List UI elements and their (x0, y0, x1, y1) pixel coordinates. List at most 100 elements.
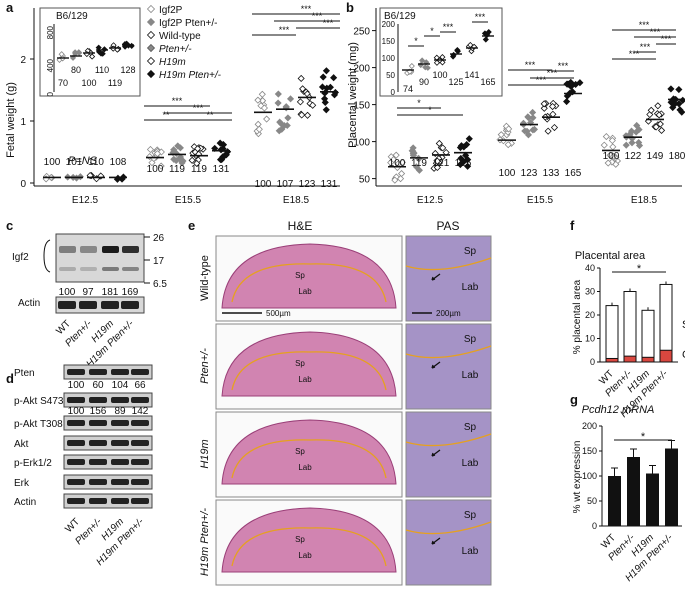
b-sig-stars: *** (650, 27, 661, 37)
b-point (540, 100, 548, 108)
b-sig-stars: *** (640, 42, 651, 52)
a-point (330, 91, 339, 99)
b-point (519, 119, 528, 127)
d-band (131, 479, 149, 485)
d-band (131, 498, 149, 504)
f-bar-sp (605, 305, 619, 363)
b-inset-point (408, 62, 415, 70)
e-row-label: H19m Pten+/- (199, 508, 211, 577)
c-actin-label: Actin (18, 298, 40, 309)
b-point (563, 80, 571, 88)
e-pas-sp-label: Sp (464, 246, 477, 257)
a-inset-point (89, 53, 96, 60)
b-inset-stars: * (414, 36, 418, 46)
b-inset-ytick: 200 (382, 20, 396, 29)
a-ylabel: Fetal weight (g) (5, 82, 17, 158)
d-pten-value: 66 (134, 380, 146, 391)
a-point (275, 127, 283, 135)
a-point (282, 104, 290, 112)
b-sig-stars: *** (547, 68, 558, 78)
legend-label: Pten+/- (159, 44, 192, 55)
a-point (146, 145, 155, 154)
e-pas-outline (405, 345, 492, 359)
b-point (548, 102, 557, 111)
e-pas-lab-label: Lab (462, 370, 479, 381)
b-n-label: 119 (411, 158, 427, 169)
g-ytick-label: 0 (592, 521, 597, 531)
d-band (67, 420, 85, 426)
e-he-outline (231, 263, 387, 303)
b-ytick-label: 50 (359, 175, 371, 186)
a-inset-n: 110 (95, 65, 109, 75)
a-point (322, 106, 330, 114)
panel-c-letter: c (6, 218, 13, 233)
e-he-outline (231, 527, 387, 567)
d-band (111, 420, 129, 426)
g-bar (627, 457, 640, 526)
d-band (111, 479, 129, 485)
a-n-label: 100 (44, 157, 61, 168)
b-point (609, 143, 617, 151)
b-point (667, 85, 675, 93)
b-point (604, 159, 612, 167)
d-band (111, 369, 129, 375)
a-point (263, 115, 271, 123)
e-sp-label: Sp (295, 535, 305, 544)
a-inset-ytick: 0 (46, 91, 55, 96)
b-ytick-label: 150 (353, 101, 370, 112)
d-band (67, 498, 85, 504)
a-n-label: 131 (321, 179, 338, 190)
d-band (67, 440, 85, 446)
d-blot (63, 435, 153, 451)
d-blot (63, 474, 153, 490)
a-sig-stars: *** (312, 11, 323, 21)
e-arrow-icon (431, 361, 441, 369)
legend-label: H19m (159, 57, 186, 68)
b-point (622, 141, 630, 149)
b-point (460, 143, 468, 151)
f-ytick-label: 40 (585, 263, 595, 273)
c-igf2-band (80, 246, 97, 253)
panel-d: d Pten p-Akt S473 p-Akt T308 Akt p-Erk1/2 Erk… (6, 364, 153, 568)
e-row-label: Pten+/- (199, 348, 211, 384)
f-ytick-label: 20 (585, 310, 595, 320)
b-point (439, 144, 447, 152)
b-point (433, 163, 441, 172)
d-band (111, 397, 129, 403)
d-blot (63, 454, 153, 470)
a-point (188, 156, 196, 164)
d-band (67, 479, 85, 485)
f-bar-sp (623, 291, 637, 363)
c-igf2-band (122, 246, 139, 253)
d-pakt-value: 89 (114, 406, 126, 417)
b-inset-stars: *** (443, 22, 454, 32)
legend-marker (146, 17, 156, 27)
c-igf2-label: Igf2 (12, 252, 29, 263)
b-point (392, 151, 400, 159)
e-arrow-icon (431, 273, 441, 281)
e-row-label: Wild-type (199, 255, 211, 301)
b-point (550, 123, 559, 132)
c-actin-band (121, 301, 139, 309)
b-inset-point (482, 36, 489, 43)
panel-f: f Placental area % placental area 0 10 20 3… (570, 218, 685, 420)
c-igf2-band-low (80, 267, 97, 271)
b-point (524, 131, 533, 139)
legend-marker (146, 30, 156, 40)
c-value: 169 (122, 287, 139, 298)
d-band (89, 479, 107, 485)
b-sig-stars: * (417, 98, 421, 108)
e-sp-label: Sp (295, 359, 305, 368)
g-ytick-label: 200 (582, 421, 597, 431)
e-arrow-icon (431, 449, 441, 457)
b-point (602, 132, 610, 141)
g-bar (665, 448, 678, 526)
a-point (260, 104, 269, 112)
a-point (216, 156, 225, 164)
b-point (635, 138, 643, 147)
b-inset-frame (379, 7, 503, 97)
a-point (321, 98, 329, 106)
e-he-section (221, 331, 397, 397)
d-blot (63, 493, 153, 509)
